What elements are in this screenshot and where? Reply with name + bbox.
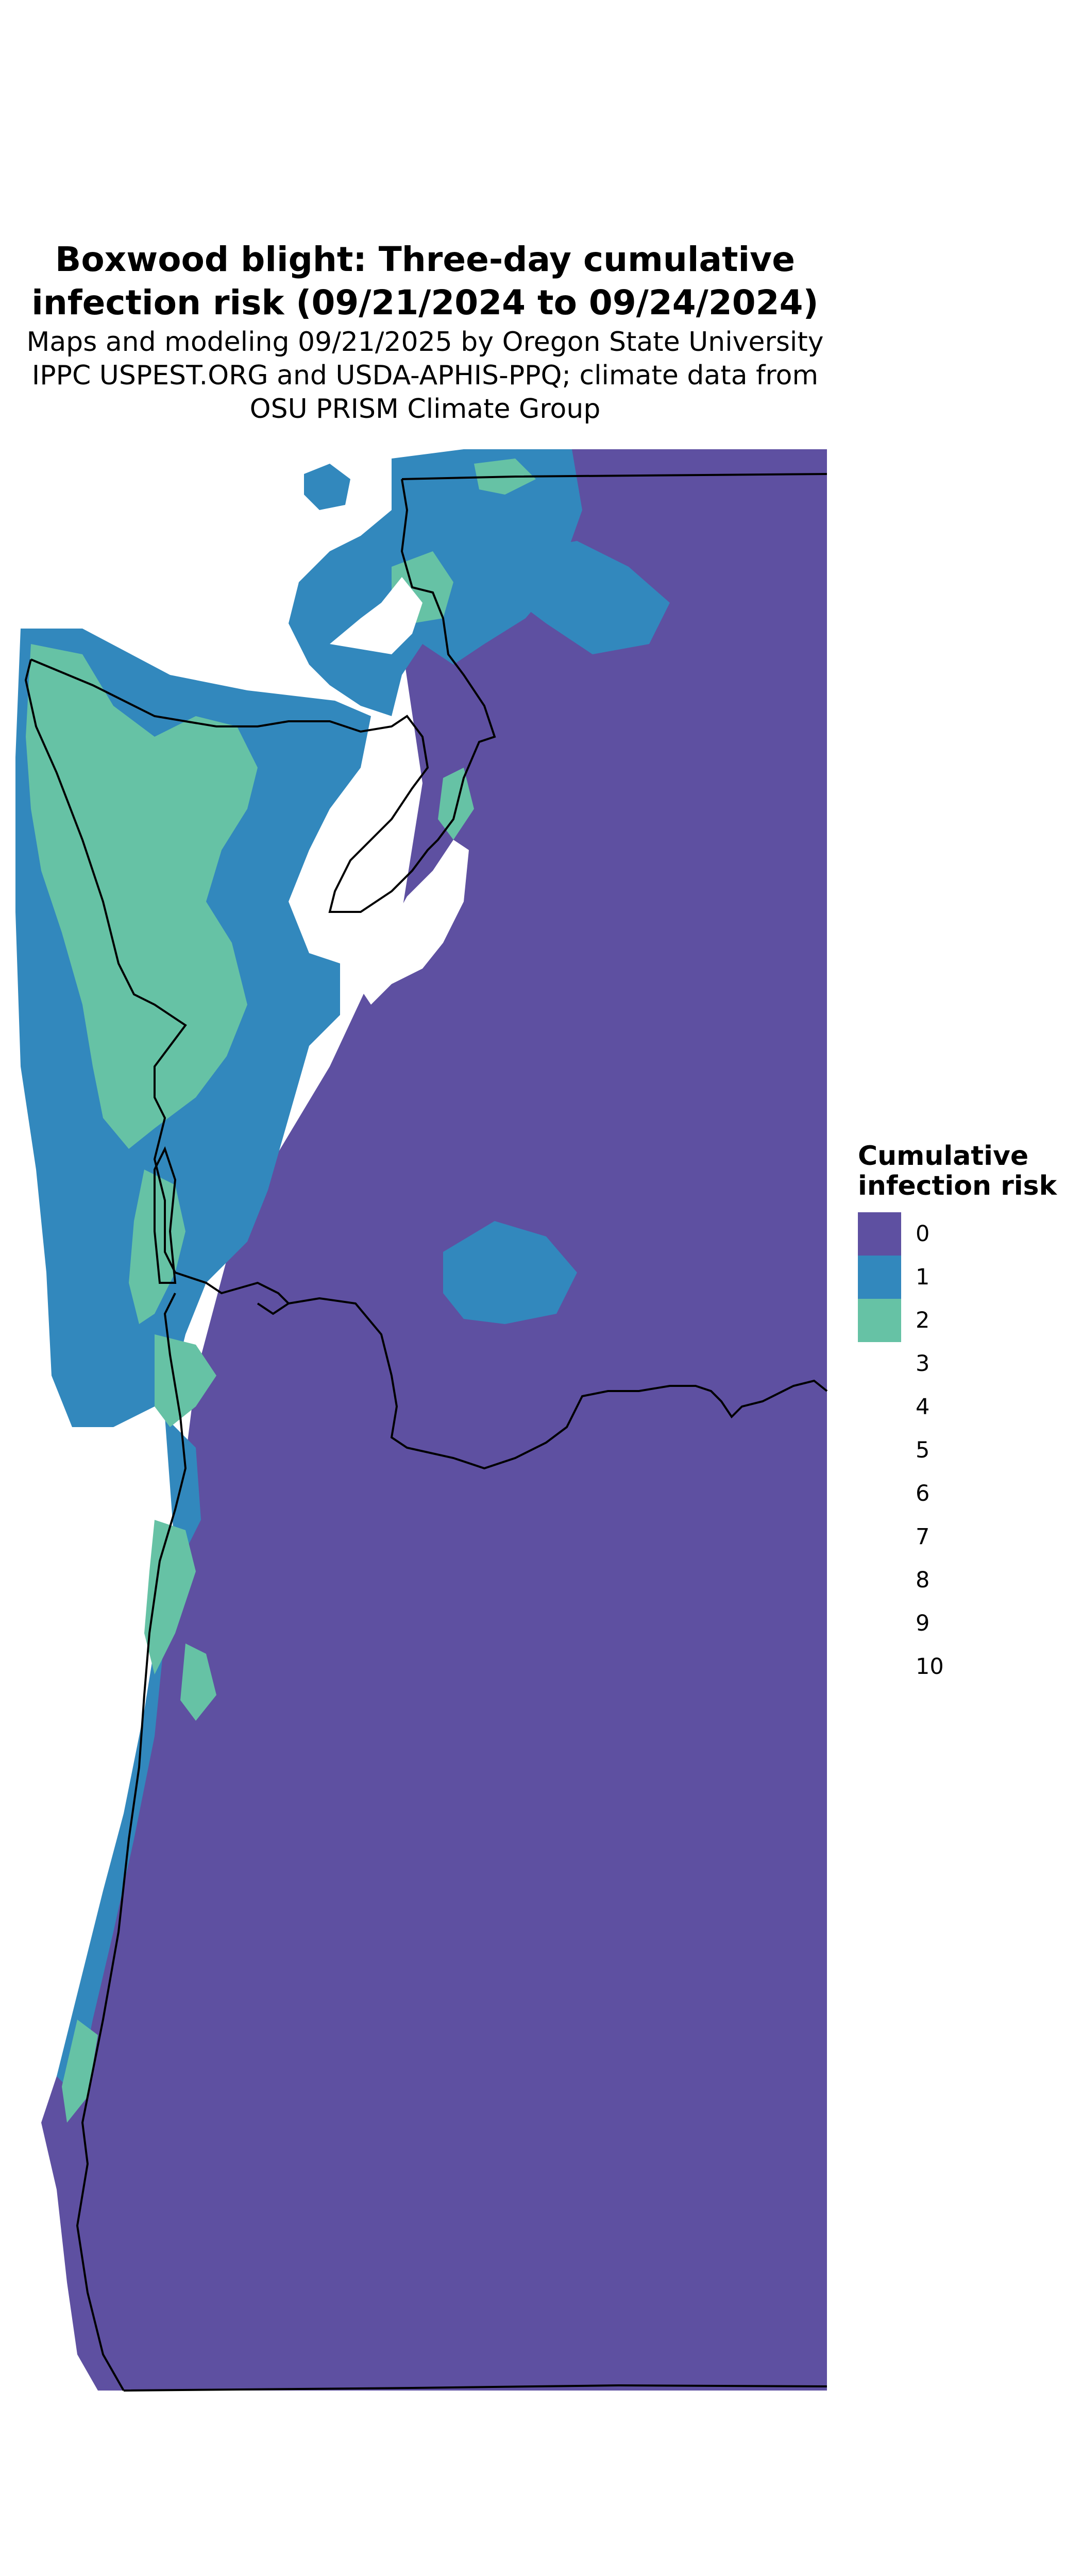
legend-item: 1 xyxy=(858,1256,1057,1299)
washington-coastline xyxy=(30,479,496,913)
legend-item: 0 xyxy=(858,1212,1057,1256)
map-title: Boxwood blight: Three-day cumulative inf… xyxy=(0,238,850,325)
map-legend: Cumulative infection risk 0 1 2 3 4 5 6 7 8 9 10 xyxy=(858,1141,1057,1688)
washington-outer-coast xyxy=(24,659,291,1315)
legend-items: 0 1 2 3 4 5 6 7 8 9 10 xyxy=(858,1212,1057,1688)
title-line-1: Boxwood blight: Three-day cumulative xyxy=(55,240,795,279)
risk-0-area xyxy=(41,449,827,2391)
risk-2-area xyxy=(180,1643,216,1721)
legend-title-line-2: infection risk xyxy=(858,1171,1057,1201)
title-line-2: infection risk (09/21/2024 to 09/24/2024… xyxy=(31,283,819,323)
risk-1-area xyxy=(304,464,350,510)
legend-swatch xyxy=(858,1602,901,1645)
legend-label: 0 xyxy=(916,1221,930,1247)
legend-swatch xyxy=(858,1515,901,1558)
risk-2-area xyxy=(26,644,258,1149)
oregon-washington-border xyxy=(288,1297,828,1470)
boundary-lines xyxy=(24,473,828,2392)
risk-1-area xyxy=(443,1221,577,1324)
risk-map xyxy=(15,449,828,2392)
legend-label: 6 xyxy=(916,1481,930,1506)
risk-2-area xyxy=(144,1520,196,1674)
legend-swatch xyxy=(858,1385,901,1429)
risk-1-area xyxy=(505,541,670,654)
subtitle-line-1: Maps and modeling 09/21/2025 by Oregon S… xyxy=(26,327,824,358)
legend-item: 7 xyxy=(858,1515,1057,1558)
risk-2-area xyxy=(62,2020,98,2123)
legend-label: 4 xyxy=(916,1394,930,1420)
legend-title: Cumulative infection risk xyxy=(858,1141,1057,1201)
subtitle-line-2: IPPC USPEST.ORG and USDA-APHIS-PPQ; clim… xyxy=(31,360,819,391)
willapa-bay-outline xyxy=(154,1146,177,1284)
legend-item: 10 xyxy=(858,1645,1057,1688)
legend-item: 3 xyxy=(858,1342,1057,1385)
canada-border-line xyxy=(401,473,827,480)
legend-item: 4 xyxy=(858,1385,1057,1429)
legend-swatch xyxy=(858,1472,901,1515)
legend-swatch xyxy=(858,1256,901,1299)
risk-2-area xyxy=(438,768,474,840)
puget-sound-water xyxy=(361,840,469,1005)
legend-item: 2 xyxy=(858,1299,1057,1342)
legend-swatch xyxy=(858,1645,901,1688)
legend-label: 1 xyxy=(916,1264,930,1290)
legend-label: 10 xyxy=(916,1654,944,1680)
legend-swatch xyxy=(858,1299,901,1342)
oregon-california-border xyxy=(123,2384,827,2392)
legend-item: 6 xyxy=(858,1472,1057,1515)
legend-swatch xyxy=(858,1558,901,1602)
legend-swatch xyxy=(858,1212,901,1256)
legend-label: 9 xyxy=(916,1611,930,1636)
legend-label: 7 xyxy=(916,1524,930,1550)
legend-title-line-1: Cumulative xyxy=(858,1141,1029,1172)
legend-item: 5 xyxy=(858,1429,1057,1472)
legend-item: 8 xyxy=(858,1558,1057,1602)
legend-swatch xyxy=(858,1429,901,1472)
subtitle-line-3: OSU PRISM Climate Group xyxy=(249,394,601,425)
legend-swatch xyxy=(858,1342,901,1385)
legend-label: 2 xyxy=(916,1308,930,1333)
legend-label: 5 xyxy=(916,1437,930,1463)
oregon-coastline xyxy=(76,1293,187,2391)
map-subtitle: Maps and modeling 09/21/2025 by Oregon S… xyxy=(0,326,850,426)
legend-item: 9 xyxy=(858,1602,1057,1645)
legend-label: 3 xyxy=(916,1351,930,1377)
puget-sound-water xyxy=(330,577,422,654)
legend-label: 8 xyxy=(916,1567,930,1593)
